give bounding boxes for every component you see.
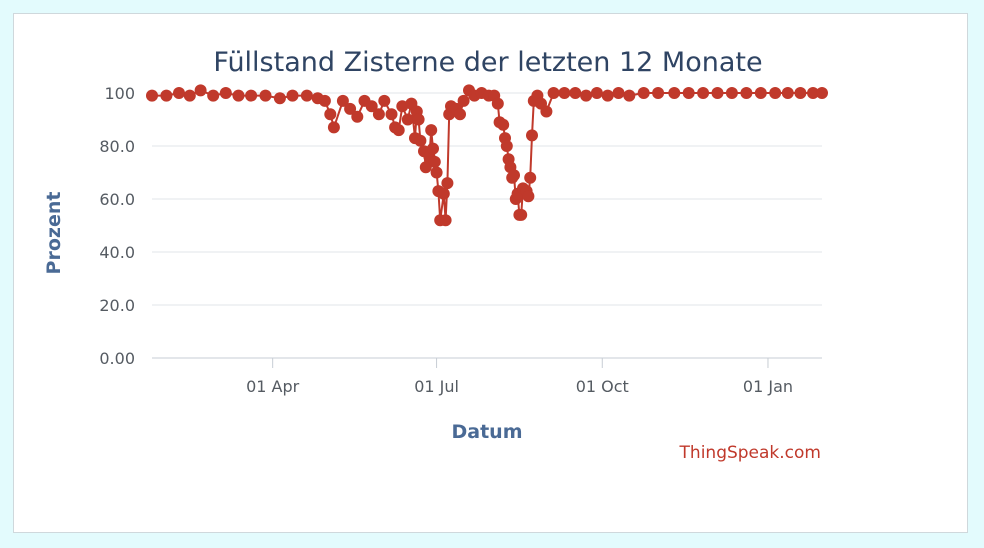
- data-point: [601, 89, 614, 102]
- data-point: [612, 87, 625, 99]
- data-point: [682, 87, 695, 99]
- data-point: [401, 113, 414, 126]
- data-point: [207, 89, 220, 102]
- data-point: [372, 108, 385, 121]
- thingspeak-credit[interactable]: ThingSpeak.com: [679, 443, 821, 463]
- data-point: [273, 92, 286, 105]
- data-point: [522, 190, 535, 203]
- data-point: [259, 89, 272, 102]
- data-point: [454, 108, 466, 121]
- data-point: [725, 87, 738, 99]
- y-tick-label: 100: [104, 84, 135, 103]
- data-point: [526, 129, 538, 142]
- data-point: [441, 177, 454, 190]
- data-point: [524, 171, 537, 184]
- data-point: [412, 113, 425, 126]
- gridlines: [152, 92, 822, 359]
- y-tick-label: 0.00: [99, 349, 135, 368]
- data-point: [754, 87, 767, 99]
- y-tick-label: 60.0: [99, 190, 135, 209]
- data-point: [457, 94, 470, 107]
- data-point: [232, 89, 245, 102]
- data-point: [427, 142, 439, 155]
- x-axis-label: Datum: [452, 421, 523, 443]
- data-point: [318, 94, 331, 107]
- data-point: [794, 87, 807, 99]
- y-tick-label: 40.0: [99, 243, 135, 262]
- y-axis-label: Prozent: [43, 192, 65, 275]
- data-point: [769, 87, 782, 99]
- data-point: [558, 87, 571, 99]
- data-point: [173, 87, 185, 99]
- data-point: [336, 94, 349, 107]
- data-point: [245, 89, 258, 102]
- data-point: [807, 87, 819, 99]
- data-point: [540, 105, 553, 118]
- data-point: [590, 87, 603, 99]
- x-tick-label: 01 Oct: [576, 377, 629, 396]
- data-point: [439, 214, 452, 227]
- data-point: [508, 169, 520, 182]
- y-tick-label: 20.0: [99, 296, 135, 315]
- data-point: [547, 87, 560, 99]
- data-point: [740, 87, 753, 99]
- data-point: [351, 110, 364, 123]
- x-tick-label: 01 Apr: [246, 377, 300, 396]
- data-point: [160, 89, 173, 102]
- data-point: [668, 87, 681, 99]
- data-point: [816, 87, 828, 99]
- data-point: [183, 89, 196, 102]
- x-axis: 01 Apr 01 Jul 01 Oct 01 Jan: [246, 358, 793, 396]
- chart-container: Füllstand Zisterne der letzten 12 Monate…: [13, 13, 968, 533]
- data-point: [344, 102, 357, 115]
- data-point: [324, 108, 337, 121]
- data-point: [500, 140, 513, 152]
- y-axis-ticks: 0.00 20.0 40.0 60.0 80.0 100: [99, 84, 135, 368]
- data-point: [392, 124, 405, 137]
- data-point: [437, 187, 450, 200]
- data-point: [385, 108, 398, 121]
- data-point: [497, 118, 510, 131]
- series-path: [152, 88, 822, 221]
- x-tick-label: 01 Jan: [743, 377, 793, 396]
- data-point: [623, 89, 636, 102]
- data-point: [146, 89, 158, 102]
- data-point: [652, 87, 665, 99]
- chart-title: Füllstand Zisterne der letzten 12 Monate: [213, 47, 762, 78]
- line-chart: Füllstand Zisterne der letzten 12 Monate…: [43, 47, 828, 463]
- data-point: [396, 100, 409, 113]
- data-point: [327, 121, 340, 134]
- data-point: [569, 87, 582, 99]
- data-point: [219, 87, 232, 99]
- data-point: [711, 87, 724, 99]
- data-point: [515, 208, 528, 221]
- data-point: [637, 87, 650, 99]
- data-point: [430, 166, 443, 179]
- y-tick-label: 80.0: [99, 137, 135, 156]
- data-point: [425, 124, 438, 137]
- data-point: [491, 97, 504, 110]
- data-point: [414, 134, 427, 147]
- series-line: [146, 84, 828, 227]
- data-point: [419, 161, 432, 174]
- data-point: [194, 84, 207, 97]
- data-point: [286, 89, 299, 102]
- data-point: [300, 89, 313, 102]
- data-point: [428, 155, 441, 168]
- x-tick-label: 01 Jul: [414, 377, 459, 396]
- data-point: [781, 87, 794, 99]
- data-point: [697, 87, 710, 99]
- data-point: [580, 89, 593, 102]
- data-point: [365, 100, 378, 113]
- data-point: [378, 94, 391, 107]
